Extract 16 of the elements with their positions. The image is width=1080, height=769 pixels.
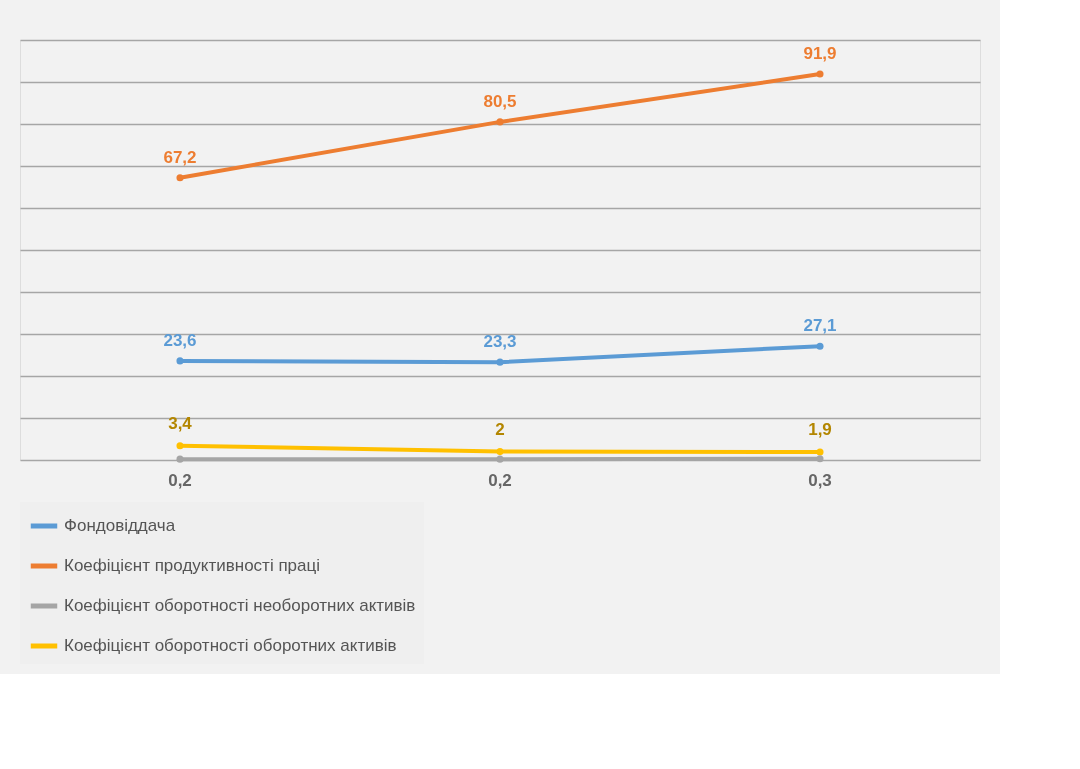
data-label: 80,5: [483, 91, 517, 111]
legend-label: Коефіцієнт продуктивності праці: [64, 556, 321, 575]
data-label: 27,1: [803, 316, 837, 336]
data-label: 0,3: [808, 470, 832, 490]
data-label: 3,4: [168, 413, 193, 433]
legend-label: Коефіцієнт оборотності необоротних активів: [64, 596, 416, 615]
data-label: 1,9: [808, 420, 832, 440]
data-label: 23,6: [163, 330, 197, 350]
data-label: 67,2: [163, 147, 197, 167]
data-label: 0,2: [168, 471, 192, 491]
legend-label: Коефіцієнт оборотності оборотних активів: [64, 636, 397, 655]
legend-label: Фондовіддача: [64, 516, 176, 535]
data-label: 91,9: [803, 44, 837, 64]
data-label: 0,2: [488, 471, 512, 491]
data-label: 2: [495, 419, 505, 439]
data-label: 23,3: [483, 332, 517, 352]
